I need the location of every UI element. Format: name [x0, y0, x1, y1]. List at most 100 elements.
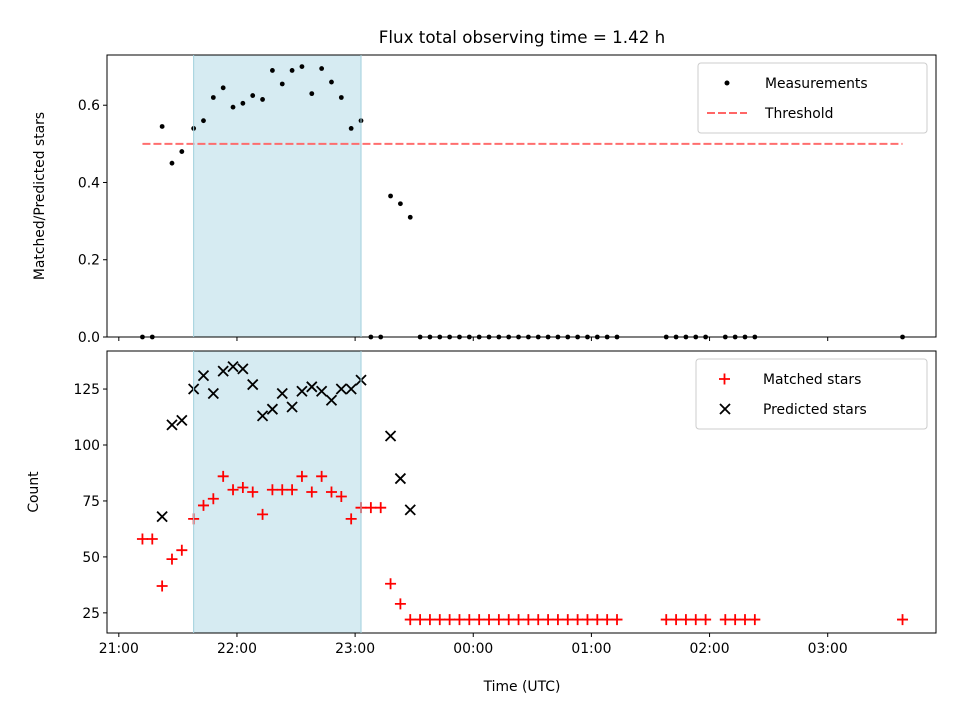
measurement-point — [309, 91, 315, 97]
matched-star-point — [739, 614, 751, 626]
predicted-star-point — [335, 383, 347, 395]
matched-star-point — [897, 614, 909, 626]
matched-star-point — [217, 470, 229, 482]
matched-star-point — [197, 499, 209, 511]
legend-predicted-label: Predicted stars — [763, 402, 867, 418]
matched-star-point — [385, 578, 397, 590]
measurement-point — [279, 81, 285, 87]
predicted-star-point — [166, 419, 178, 431]
measurement-point — [159, 124, 165, 129]
matched-star-point — [335, 490, 347, 502]
top-shaded-interval — [193, 55, 362, 337]
bottom-y-ticks: 25 50 75 100 125 — [73, 382, 107, 622]
matched-star-point — [542, 614, 554, 626]
matched-star-point — [316, 470, 328, 482]
matched-star-point — [453, 614, 465, 626]
matched-star-point — [572, 614, 584, 626]
matched-star-point — [532, 614, 544, 626]
matched-star-points — [136, 470, 909, 626]
matched-star-point — [611, 614, 623, 626]
predicted-star-point — [404, 504, 416, 516]
top-y-axis-label: Matched/Predicted stars — [32, 112, 48, 280]
measurement-point — [329, 79, 334, 85]
x-tick-label: 00:00 — [453, 641, 493, 657]
y-tick-label: 100 — [73, 438, 100, 454]
matched-star-point — [473, 614, 485, 626]
x-tick-label: 03:00 — [808, 641, 848, 657]
y-tick-label: 25 — [82, 606, 100, 622]
matched-star-point — [581, 614, 593, 626]
matched-star-point — [136, 533, 148, 545]
matched-star-point — [394, 598, 406, 610]
matched-star-point — [483, 614, 495, 626]
matched-star-point — [700, 614, 712, 626]
measurement-point — [240, 100, 246, 106]
predicted-star-point — [315, 385, 328, 397]
matched-star-point — [345, 513, 357, 525]
bottom-legend: Matched stars Predicted stars — [695, 358, 928, 430]
predicted-star-point — [217, 365, 229, 377]
chart-title: Flux total observing time = 1.42 h — [379, 27, 665, 47]
predicted-star-point — [306, 381, 318, 393]
bottom-plot-frame — [106, 350, 937, 634]
y-tick-label: 0.6 — [78, 98, 100, 114]
legend-matched-label: Matched stars — [763, 372, 861, 388]
matched-star-point — [493, 614, 505, 626]
measurement-point — [407, 214, 413, 220]
top-legend: Measurements Threshold — [697, 62, 928, 134]
y-tick-label: 0.0 — [78, 330, 100, 346]
predicted-star-point — [286, 401, 298, 413]
matched-star-point — [463, 614, 475, 626]
matched-star-point — [591, 614, 603, 626]
matched-star-point — [601, 614, 613, 626]
matched-star-point — [325, 486, 337, 498]
measurement-point — [270, 68, 275, 73]
matched-star-point — [365, 502, 377, 514]
measurement-point — [230, 104, 236, 110]
x-tick-label: 23:00 — [335, 641, 375, 657]
top-x-ticks — [118, 337, 829, 341]
x-tick-label: 01:00 — [571, 641, 611, 657]
predicted-star-point — [266, 403, 279, 415]
measurement-point — [179, 149, 185, 154]
measurement-point — [220, 85, 226, 91]
matched-star-point — [375, 502, 387, 514]
matched-star-point — [434, 614, 446, 626]
measurement-point — [338, 95, 344, 100]
bottom-y-axis-label: Count — [26, 471, 42, 513]
legend-threshold-label: Threshold — [764, 106, 833, 122]
measurement-point — [299, 64, 305, 69]
x-tick-label: 21:00 — [99, 641, 139, 657]
matched-star-point — [729, 614, 741, 626]
predicted-star-point — [394, 472, 407, 485]
measurement-point — [289, 68, 295, 73]
y-tick-label: 75 — [82, 494, 100, 510]
matched-star-point — [176, 544, 188, 556]
matched-star-point — [296, 470, 308, 482]
matched-star-point — [247, 486, 259, 498]
matched-star-point — [513, 614, 525, 626]
y-tick-label: 50 — [82, 550, 100, 566]
y-tick-label: 125 — [73, 382, 100, 398]
matched-star-point — [207, 493, 219, 505]
matched-star-point — [276, 484, 288, 496]
matched-star-point — [719, 614, 731, 626]
x-tick-label: 22:00 — [217, 641, 257, 657]
matched-star-point — [680, 614, 692, 626]
x-tick-label: 02:00 — [690, 641, 730, 657]
matched-star-point — [404, 614, 416, 626]
predicted-star-point — [176, 414, 188, 427]
predicted-star-point — [384, 430, 397, 442]
measurement-point — [348, 125, 354, 131]
matched-star-point — [237, 482, 249, 494]
matched-star-point — [562, 614, 574, 626]
matched-star-point — [266, 484, 278, 496]
predicted-star-point — [247, 378, 259, 391]
measurement-point — [260, 97, 265, 102]
measurement-point — [169, 160, 175, 166]
predicted-star-point — [276, 387, 288, 400]
predicted-star-point — [345, 383, 357, 395]
y-tick-label: 0.2 — [78, 253, 100, 269]
measurement-point — [388, 193, 393, 199]
